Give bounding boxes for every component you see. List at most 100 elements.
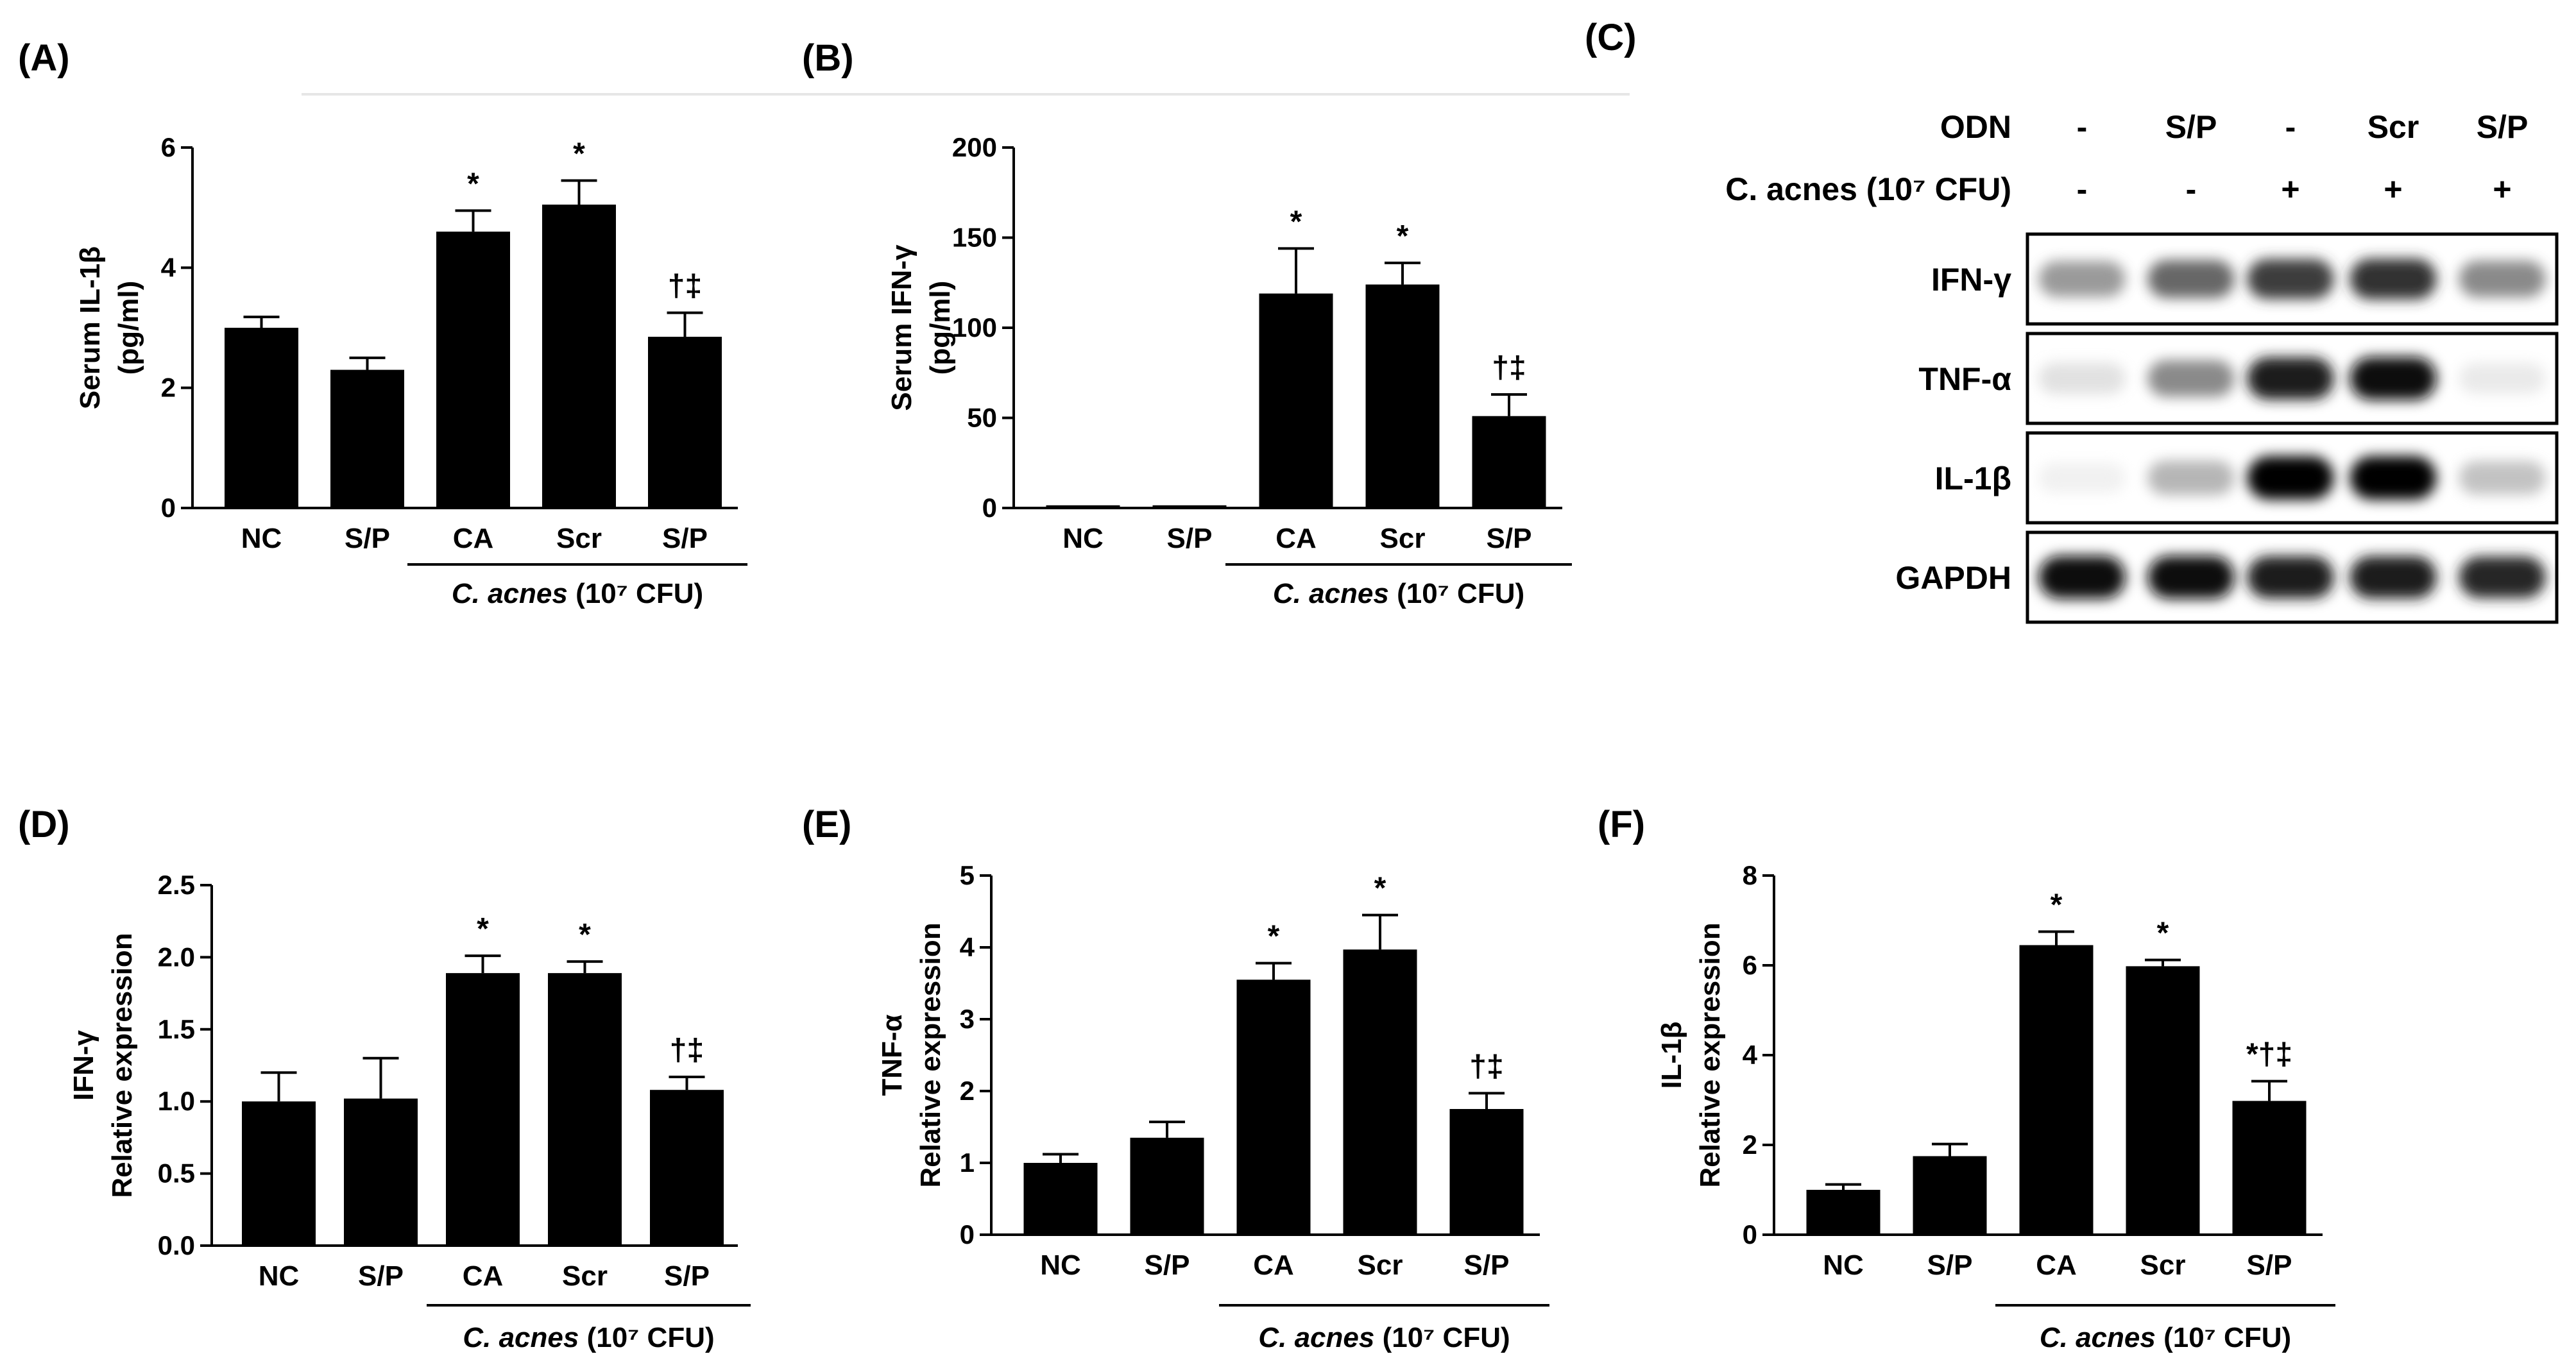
blot-band: [2459, 461, 2546, 495]
group-label: C. acnes (10⁷ CFU): [463, 1322, 714, 1353]
blot-band: [2038, 462, 2126, 493]
significance-marker: †‡: [670, 1033, 704, 1067]
category-label: S/P: [358, 1260, 404, 1292]
bar: [1449, 1109, 1524, 1235]
y-tick-label: 0.0: [158, 1230, 195, 1260]
bar: [1806, 1190, 1881, 1235]
treatment-row-label: ODN: [1940, 109, 2011, 145]
bar: [1046, 505, 1120, 508]
category-label: NC: [1823, 1249, 1864, 1281]
panel-label: (B): [802, 37, 854, 79]
group-label-dose: (10⁷ CFU): [1397, 578, 1524, 609]
group-label-dose: (10⁷ CFU): [576, 578, 703, 609]
significance-marker: *: [467, 167, 479, 201]
category-label: CA: [1275, 523, 1317, 554]
blot-band: [2350, 556, 2437, 598]
bar: [1365, 284, 1440, 508]
chart-panel: (E) 0 1 2 3 4 5 TNF-α Relative expression NC S/P * C…: [802, 804, 1549, 1353]
panel-label: (E): [802, 804, 851, 845]
y-tick-label: 1.0: [158, 1086, 195, 1116]
category-label: S/P: [2247, 1249, 2292, 1281]
category-label: NC: [1062, 523, 1104, 554]
y-tick-label: 0: [960, 1219, 975, 1249]
blot-band: [2247, 556, 2334, 598]
significance-marker: *: [2051, 888, 2063, 922]
y-tick-label: 1.5: [158, 1014, 195, 1044]
panel-label: (F): [1598, 804, 1645, 845]
treatment-value: S/P: [2477, 109, 2529, 145]
significance-marker: *: [2157, 917, 2169, 951]
bar: [2126, 966, 2200, 1235]
panel-label: (D): [18, 804, 70, 845]
category-label: Scr: [1380, 523, 1426, 554]
y-tick-label: 2: [1743, 1130, 1757, 1160]
y-axis-title: Serum IL-1β: [74, 246, 106, 409]
y-axis-title: TNF-α: [876, 1014, 908, 1096]
blot-band: [2350, 456, 2437, 500]
treatment-value: -: [2285, 109, 2296, 145]
treatment-value: -: [2077, 171, 2088, 207]
bar: [648, 337, 722, 508]
y-tick-label: 3: [960, 1004, 975, 1034]
y-axis-unit: Relative expression: [915, 922, 946, 1187]
bar: [542, 204, 616, 508]
y-tick-label: 2: [161, 373, 176, 403]
y-tick-label: 0: [1743, 1219, 1757, 1249]
bar: [242, 1101, 316, 1246]
group-label-organism: C. acnes: [463, 1322, 586, 1353]
blot-label: IFN-γ: [1931, 262, 2011, 298]
bar: [1913, 1156, 1987, 1235]
group-label-dose: (10⁷ CFU): [1383, 1322, 1510, 1353]
category-label: S/P: [1927, 1249, 1973, 1281]
y-axis-unit: (pg/ml): [113, 281, 144, 375]
blot-label: IL-1β: [1935, 461, 2011, 496]
y-axis-unit: Relative expression: [1694, 922, 1726, 1187]
blot-band: [2459, 362, 2546, 394]
category-label: CA: [453, 523, 494, 554]
category-label: Scr: [2140, 1249, 2186, 1281]
significance-marker: †‡: [1492, 351, 1526, 385]
category-label: S/P: [1167, 523, 1213, 554]
treatment-value: -: [2077, 109, 2088, 145]
bar: [330, 369, 404, 508]
category-label: CA: [1253, 1249, 1294, 1281]
y-tick-label: 1: [960, 1147, 975, 1178]
group-label-organism: C. acnes: [2040, 1322, 2163, 1353]
bar: [650, 1090, 724, 1246]
y-axis-title: IL-1β: [1656, 1021, 1687, 1088]
group-label: C. acnes (10⁷ CFU): [1273, 578, 1524, 609]
category-label: Scr: [556, 523, 602, 554]
blot-band: [2147, 360, 2235, 397]
category-label: NC: [259, 1260, 300, 1292]
y-tick-label: 100: [952, 312, 997, 343]
significance-marker: *: [579, 918, 591, 952]
y-tick-label: 4: [161, 252, 176, 282]
blot-band: [2350, 258, 2437, 300]
western-blot-panel: (C) ODN - S/P - Scr S/P C. acnes (10⁷ CFU) - - + + +…: [1585, 17, 2559, 624]
y-tick-label: 150: [952, 223, 997, 253]
panel-label: (C): [1585, 17, 1637, 58]
treatment-value: Scr: [2367, 109, 2419, 145]
y-tick-label: 4: [960, 932, 975, 962]
blot-band: [2247, 357, 2334, 400]
bar: [1023, 1163, 1098, 1235]
significance-marker: *: [1268, 920, 1280, 954]
blot-band: [2147, 260, 2235, 298]
y-tick-label: 200: [952, 132, 997, 162]
y-tick-label: 2.0: [158, 942, 195, 972]
treatment-value: +: [2384, 171, 2402, 207]
bar: [344, 1098, 418, 1246]
treatment-row-label: C. acnes (10⁷ CFU): [1725, 171, 2011, 207]
group-label: C. acnes (10⁷ CFU): [1258, 1322, 1510, 1353]
treatment-value: +: [2493, 171, 2511, 207]
chart-panel: (A) 0 2 4 6 Serum IL-1β (pg/ml) NC S/P * CA * Scr †‡ S…: [18, 37, 747, 609]
y-tick-label: 0: [982, 493, 997, 523]
category-label: NC: [1040, 1249, 1081, 1281]
chart-panel: (D) 0.0 0.5 1.0 1.5 2.0 2.5 IFN-γ Relative expre…: [18, 804, 751, 1353]
treatment-value: +: [2281, 171, 2299, 207]
category-label: S/P: [1464, 1249, 1510, 1281]
panel-label: (A): [18, 37, 70, 79]
y-tick-label: 2: [960, 1076, 975, 1106]
group-label-organism: C. acnes: [1258, 1322, 1382, 1353]
